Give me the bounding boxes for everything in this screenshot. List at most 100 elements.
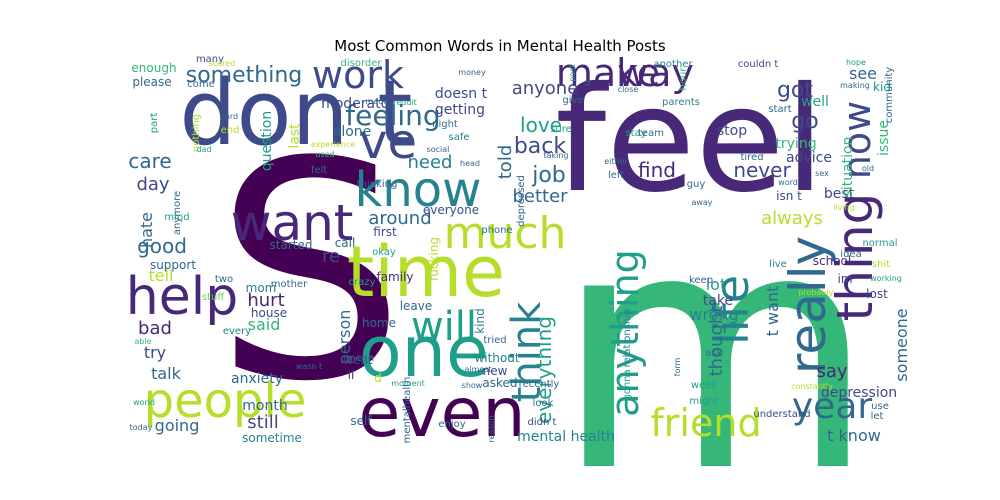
word-tried: tried [483, 335, 506, 346]
word-many: many [196, 54, 224, 65]
word-know: know [355, 162, 482, 218]
word-making: making [840, 81, 870, 90]
word-love: love [520, 113, 562, 137]
word-post: post [568, 64, 577, 81]
word-thought: thought [706, 306, 727, 377]
word-without: without [474, 351, 519, 365]
word-school: school [813, 254, 851, 268]
word-lot: lot [706, 275, 727, 294]
word-stop: stop [717, 123, 747, 139]
word-shit: shit [872, 259, 890, 270]
word-please: please [132, 75, 171, 89]
word-house: house [251, 306, 287, 320]
word-away: away [691, 198, 712, 207]
word-world: world [133, 398, 155, 407]
word-moment: moment [391, 379, 425, 388]
word-today: today [130, 423, 153, 432]
word-ask: ask [705, 348, 722, 359]
word-mentalhealth: mentalhealth [402, 377, 413, 444]
word-back: back [514, 134, 567, 159]
word-feel: feel [555, 56, 825, 225]
word-leave: leave [400, 299, 433, 313]
word-live: live [769, 259, 787, 270]
word-trying: trying [775, 136, 816, 152]
word-almost: almost [464, 365, 491, 374]
word-ve: ve [359, 114, 417, 170]
word-working: working [870, 274, 902, 283]
word-fucking: fucking [427, 237, 441, 281]
word-wrong: wrong [689, 305, 738, 324]
word-home: home [362, 316, 396, 330]
word-someone: someone [892, 308, 911, 381]
word-head: head [460, 159, 480, 168]
word-enough: enough [131, 61, 176, 75]
word-don-t: don t [179, 61, 412, 166]
word-form: form [673, 357, 682, 376]
word-dad: dad [196, 145, 211, 154]
word-gonna: gonna [622, 369, 633, 400]
word-mean: mean [346, 353, 374, 364]
word-look: look [533, 398, 554, 409]
word-care: care [128, 149, 171, 173]
word-money: money [458, 68, 486, 77]
word-use: use [871, 401, 889, 412]
word-mom: mom [246, 281, 277, 295]
word-first: first [373, 225, 397, 239]
word-d: d [374, 371, 382, 385]
word-sometime: sometime [242, 431, 302, 445]
word-lost: lost [866, 287, 888, 301]
word-friend: friend [650, 401, 761, 445]
word-able: able [134, 337, 151, 346]
word-S: S [215, 98, 405, 447]
word-asked: asked [482, 376, 517, 390]
word-wasn-t: wasn t [296, 362, 322, 371]
word-reason: reason [487, 415, 496, 442]
word-community: community [884, 67, 895, 123]
word-little: little [830, 352, 848, 361]
word-find: find [638, 158, 676, 182]
word-used: used [315, 150, 334, 159]
word-feeling: feeling [345, 99, 440, 132]
word-around: around [368, 208, 431, 229]
word-ll: ll [348, 368, 355, 382]
word-always: always [761, 208, 823, 229]
word-one: one [359, 311, 489, 393]
word-got: got [777, 78, 813, 103]
word-new: new [483, 364, 508, 378]
word-im: im [837, 272, 852, 286]
word-u: u [582, 80, 593, 86]
word-safe: safe [448, 132, 469, 143]
word-now: now [835, 101, 879, 179]
word-kind: kind [473, 308, 487, 334]
word-will: will [411, 304, 477, 350]
word-want: want [231, 194, 354, 252]
word-way: way [617, 51, 694, 95]
word-part: part [149, 113, 160, 134]
word-make: make [556, 51, 660, 95]
word-anyone: anyone [512, 78, 579, 99]
word-issue: issue [876, 120, 892, 156]
word-made: made [366, 97, 389, 106]
word-started: started [270, 238, 313, 252]
chart-title: Most Common Words in Mental Health Posts [334, 37, 666, 55]
word-support: support [150, 258, 196, 272]
word-call: call [335, 236, 356, 250]
word-anymore: anymore [172, 191, 183, 235]
word-living: living [833, 203, 855, 212]
word-left: left [608, 170, 624, 181]
word-everything: everything [532, 316, 556, 424]
word-hate: hate [137, 212, 156, 248]
word-advice: advice [786, 150, 832, 166]
word-day: day [136, 174, 169, 195]
word-might: might [689, 396, 718, 407]
word-need: need [408, 152, 453, 173]
word-reddit: reddit [393, 98, 417, 107]
word-understand: understand [753, 409, 810, 420]
word-stuff: stuff [202, 292, 225, 303]
word-scared: scared [209, 59, 236, 68]
word-question: question [259, 111, 275, 171]
word-parents: parents [662, 97, 700, 108]
word-two: two [215, 274, 233, 285]
